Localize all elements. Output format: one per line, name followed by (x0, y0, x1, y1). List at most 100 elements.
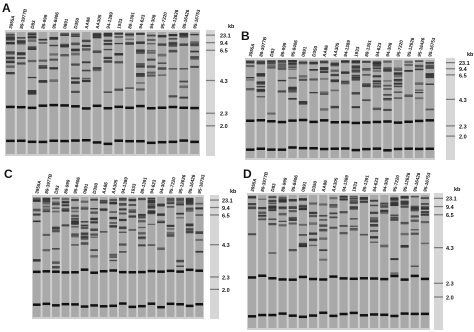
marker-lane (434, 193, 443, 330)
band (393, 121, 403, 124)
band (362, 68, 371, 71)
band (138, 236, 146, 240)
band (425, 147, 434, 151)
lane (267, 60, 276, 158)
band (248, 203, 257, 206)
band (60, 139, 69, 143)
band (125, 34, 134, 37)
band (410, 207, 419, 210)
band (6, 52, 15, 55)
band (92, 34, 102, 37)
band (362, 60, 371, 63)
band (420, 203, 429, 205)
band (118, 197, 127, 200)
band (109, 202, 118, 205)
marker-band (206, 34, 215, 36)
band (125, 87, 134, 89)
band (136, 72, 145, 76)
band (256, 86, 266, 88)
band (372, 70, 382, 72)
band (71, 42, 80, 44)
lane (393, 60, 403, 158)
band (80, 305, 89, 308)
lane (248, 195, 257, 328)
band (309, 147, 318, 150)
band (147, 269, 156, 273)
lane (168, 32, 178, 154)
band (61, 204, 70, 207)
band (268, 277, 277, 280)
band (125, 42, 134, 45)
lane-label: 3955A (34, 179, 42, 194)
band (42, 302, 51, 306)
band (109, 253, 118, 256)
band (118, 270, 127, 274)
marker-band (446, 62, 455, 64)
band (372, 120, 382, 124)
band (404, 120, 413, 124)
band (71, 214, 79, 217)
band (341, 71, 350, 74)
band (288, 97, 297, 100)
band (136, 32, 145, 35)
band (288, 218, 297, 221)
band (248, 276, 257, 279)
band (288, 87, 297, 91)
band (128, 271, 137, 274)
band (288, 205, 297, 209)
band (195, 269, 204, 272)
lane-label: 95-12626 (406, 37, 415, 57)
lane (420, 195, 429, 328)
band (400, 205, 409, 208)
band (42, 208, 51, 211)
band (278, 200, 287, 203)
band (349, 227, 358, 231)
band (349, 218, 358, 220)
band (81, 138, 91, 142)
lane-label: 89-1391 (139, 176, 147, 194)
band (393, 69, 403, 72)
lane (114, 32, 124, 154)
band (372, 67, 382, 70)
band (146, 49, 156, 52)
lane-label: 89-3977B (260, 171, 269, 192)
marker-band (434, 247, 443, 249)
band (372, 63, 382, 66)
band (146, 141, 156, 145)
band (166, 201, 175, 204)
band (362, 83, 371, 86)
marker-band (210, 214, 219, 216)
band (349, 277, 358, 281)
band (319, 219, 328, 221)
band (339, 224, 348, 227)
band (49, 67, 59, 70)
band (138, 236, 146, 238)
band (339, 277, 348, 280)
band (246, 64, 255, 68)
band (179, 85, 189, 89)
band (404, 69, 413, 72)
band (370, 230, 379, 232)
band (298, 198, 307, 201)
band (166, 225, 175, 227)
lane-label: 89-1391 (362, 174, 370, 192)
band (372, 61, 382, 64)
band (168, 37, 178, 40)
band (420, 312, 429, 316)
band (390, 200, 399, 202)
lane-label: 1933 (116, 18, 123, 29)
band (80, 200, 89, 203)
lane (166, 197, 175, 317)
band (319, 249, 328, 252)
lane (118, 197, 127, 317)
band (90, 211, 98, 214)
band (309, 277, 318, 281)
band (370, 236, 379, 239)
band (80, 208, 89, 210)
band (185, 224, 194, 227)
lane (362, 60, 371, 158)
band (157, 62, 167, 64)
lane (359, 195, 368, 328)
marker-label: 23.1 (446, 197, 457, 203)
